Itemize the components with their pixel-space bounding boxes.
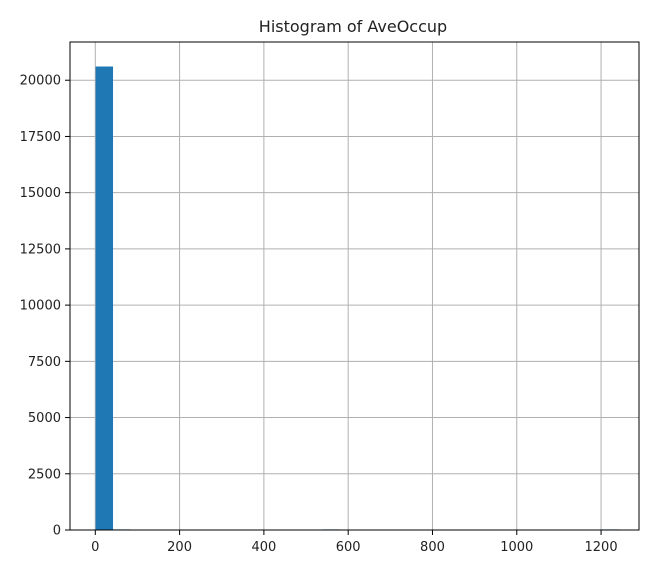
x-tick-label: 600 (336, 540, 361, 555)
y-tick-label: 20000 (20, 74, 61, 89)
y-tick-label: 2500 (28, 467, 61, 482)
x-tick-label: 0 (91, 540, 99, 555)
y-tick-label: 7500 (28, 355, 61, 370)
plot-frame (69, 41, 640, 531)
x-tick-label: 1000 (500, 540, 533, 555)
chart-title: Histogram of AveOccup (259, 17, 447, 36)
y-tick-label: 12500 (20, 242, 61, 257)
y-tick-label: 17500 (20, 130, 61, 145)
y-tick-label: 5000 (28, 411, 61, 426)
x-tick-label: 400 (251, 540, 276, 555)
x-tick-label: 1200 (585, 540, 618, 555)
y-tick-label: 10000 (20, 299, 61, 314)
y-tick-label: 15000 (20, 186, 61, 201)
x-tick-label: 800 (420, 540, 445, 555)
y-axis: 0 2500 5000 7500 10000 12500 15000 17500 20000 (20, 74, 70, 539)
x-axis: 0 200 400 600 800 1000 1200 (91, 530, 618, 555)
y-tick-label: 0 (53, 524, 61, 539)
x-tick-label: 200 (167, 540, 192, 555)
histogram-bar (95, 66, 114, 530)
